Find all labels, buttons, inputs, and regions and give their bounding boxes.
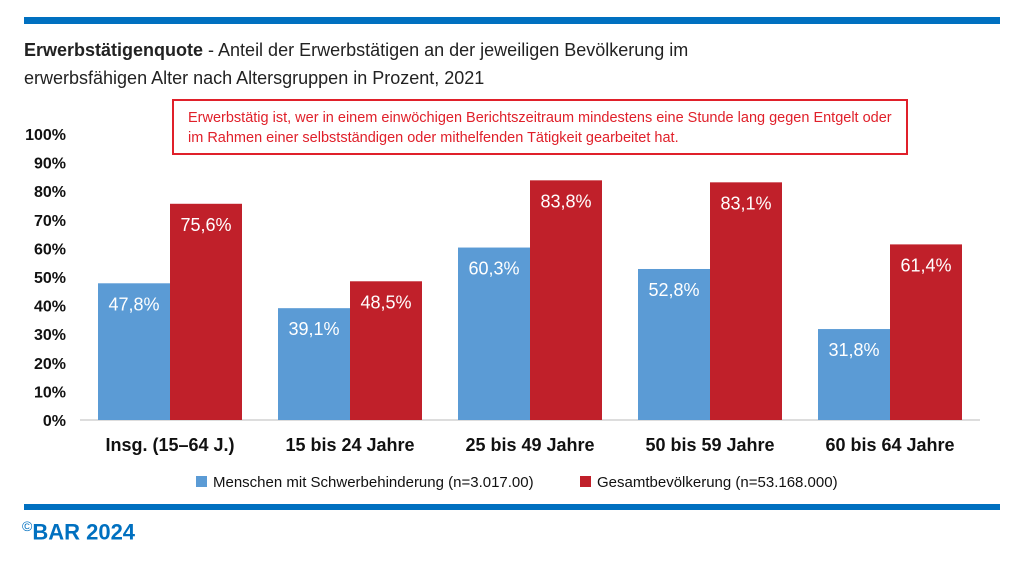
chart-title: Erwerbstätigenquote - Anteil der Erwerbs… [24, 36, 784, 92]
bar-schwerbehinderung [458, 247, 530, 420]
top-accent-bar [24, 17, 1000, 24]
x-tick-label: 50 bis 59 Jahre [645, 435, 774, 455]
data-label: 60,3% [468, 259, 519, 279]
data-label: 31,8% [828, 340, 879, 360]
data-label: 52,8% [648, 280, 699, 300]
y-tick-label: 40% [34, 299, 66, 316]
bar-gesamt [350, 281, 422, 420]
legend-label: Menschen mit Schwerbehinderung (n=3.017.… [213, 474, 534, 491]
data-label: 48,5% [360, 292, 411, 312]
y-tick-label: 90% [34, 156, 66, 173]
legend-swatch [580, 476, 591, 487]
x-tick-label: 60 bis 64 Jahre [825, 435, 954, 455]
data-label: 61,4% [900, 255, 951, 275]
title-rest: - Anteil der Erwerbstätigen an der jewei… [24, 40, 689, 88]
bar-schwerbehinderung [98, 283, 170, 420]
copyright-symbol: © [22, 518, 33, 534]
y-tick-label: 60% [34, 241, 66, 258]
y-tick-label: 70% [34, 213, 66, 230]
y-tick-label: 20% [34, 356, 66, 373]
bar-gesamt [890, 244, 962, 420]
y-tick-label: 30% [34, 327, 66, 344]
x-tick-label: 25 bis 49 Jahre [465, 435, 594, 455]
bottom-accent-bar [24, 504, 1000, 510]
x-tick-label: 15 bis 24 Jahre [285, 435, 414, 455]
bar-gesamt [710, 182, 782, 420]
y-tick-label: 0% [43, 413, 66, 430]
copyright-text: BAR 2024 [32, 519, 136, 545]
title-bold: Erwerbstätigenquote [24, 40, 204, 60]
legend-swatch [196, 476, 207, 487]
y-tick-label: 80% [34, 184, 66, 201]
bar-gesamt [170, 203, 242, 420]
definition-note: Erwerbstätig ist, wer in einem einwöchig… [172, 99, 908, 155]
bar-gesamt [530, 180, 602, 420]
legend-label: Gesamtbevölkerung (n=53.168.000) [597, 474, 838, 491]
data-label: 83,1% [720, 193, 771, 213]
y-tick-label: 10% [34, 384, 66, 401]
data-label: 39,1% [288, 319, 339, 339]
bar-schwerbehinderung [818, 329, 890, 420]
y-tick-label: 100% [25, 127, 66, 144]
y-tick-label: 50% [34, 270, 66, 287]
copyright: ©BAR 2024 [22, 518, 135, 545]
data-label: 83,8% [540, 191, 591, 211]
bar-schwerbehinderung [278, 308, 350, 420]
data-label: 47,8% [108, 294, 159, 314]
bar-schwerbehinderung [638, 268, 710, 420]
data-label: 75,6% [180, 215, 231, 235]
x-tick-label: Insg. (15–64 J.) [105, 435, 234, 455]
